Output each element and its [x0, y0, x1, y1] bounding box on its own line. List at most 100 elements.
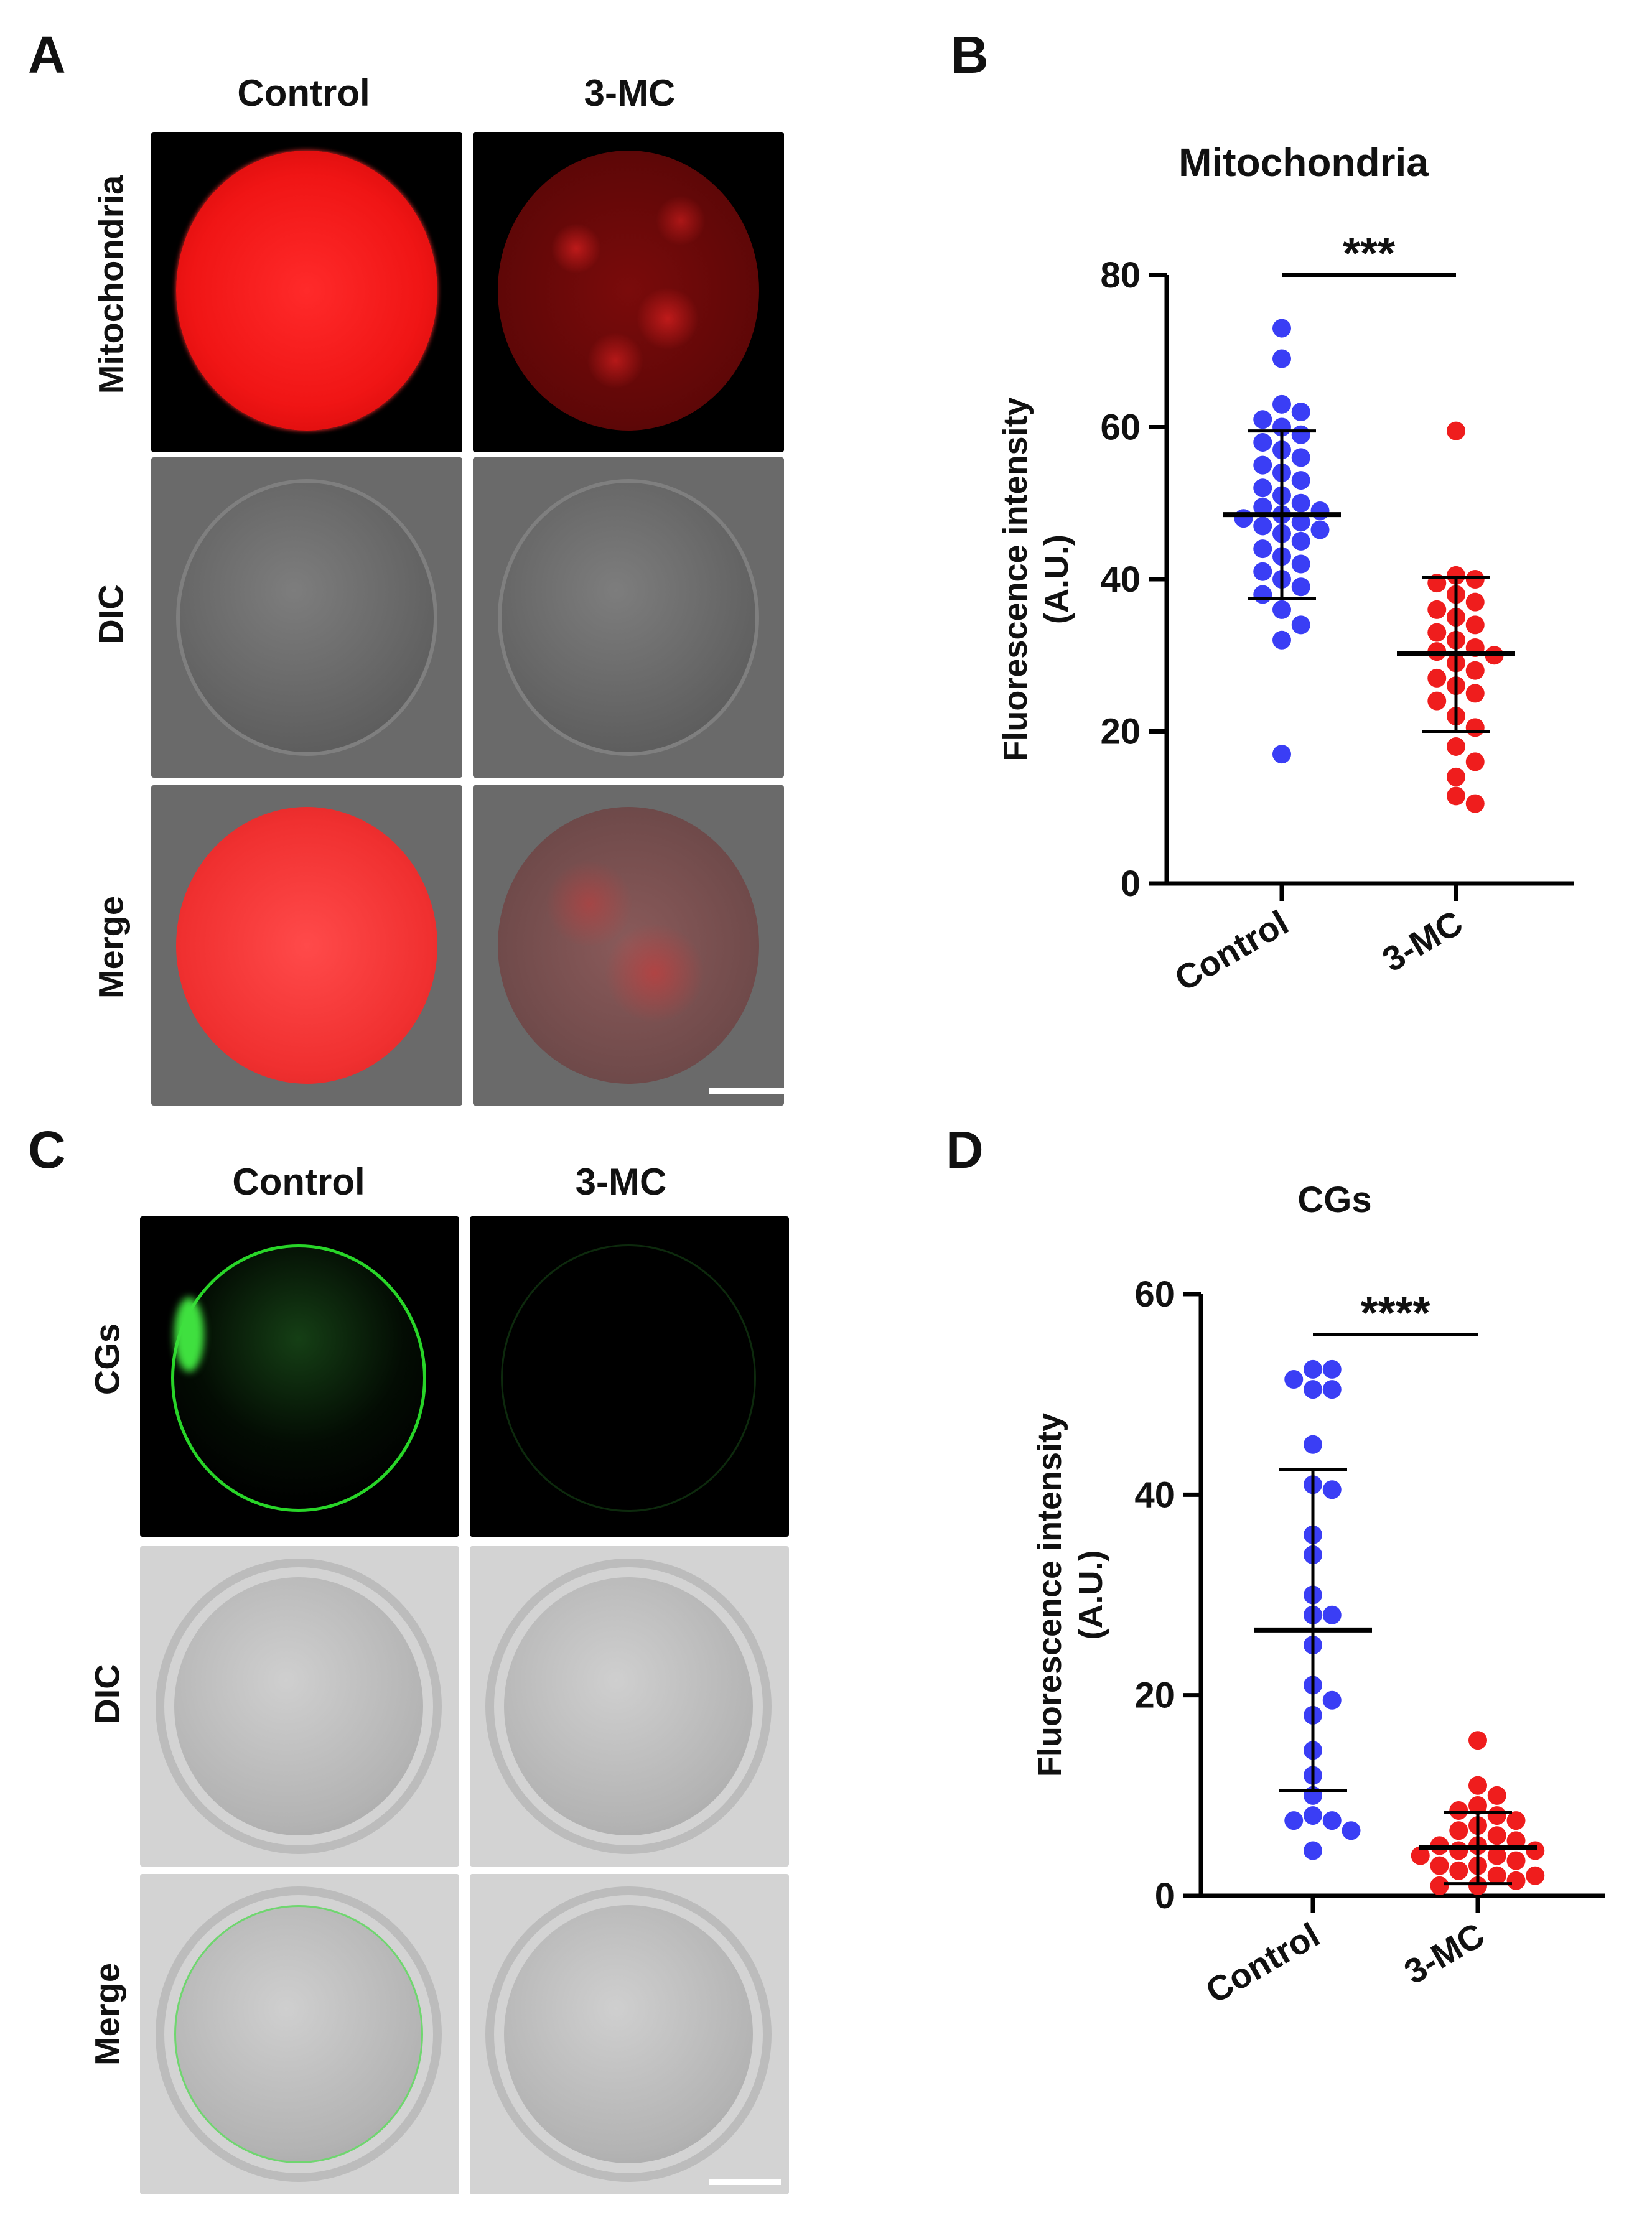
significance-stars: **** [1360, 1289, 1430, 1338]
data-point-treatment [1449, 1861, 1468, 1880]
data-point-control [1284, 1369, 1304, 1389]
data-point-control [1291, 554, 1310, 574]
micrograph-merge-control-c [140, 1874, 459, 2194]
data-point-treatment [1430, 1856, 1449, 1875]
micrograph-dic-3mc-a [473, 457, 784, 778]
data-point-treatment [1465, 615, 1485, 635]
data-point-treatment [1465, 752, 1485, 771]
data-point-control [1291, 425, 1310, 444]
data-point-control [1322, 1380, 1342, 1399]
panel-c-row-cgs: CGs [87, 1323, 127, 1396]
data-point-control [1253, 562, 1272, 581]
data-point-control [1253, 410, 1272, 429]
data-point-control [1322, 1811, 1342, 1830]
y-axis-label: Fluorescence intensity (A.U.) [997, 397, 1075, 761]
data-point-control [1234, 509, 1253, 528]
y-tick-label: 20 [1134, 1676, 1175, 1716]
data-point-control [1272, 349, 1291, 368]
data-point-control [1310, 501, 1330, 520]
oocyte-merge-control-a [176, 807, 437, 1084]
panel-c-column-control: Control [232, 1161, 365, 1203]
micrograph-mito-control [151, 132, 462, 452]
x-tick-label: Control [1168, 903, 1295, 999]
data-point-treatment [1427, 600, 1447, 619]
data-point-treatment [1449, 1841, 1468, 1860]
data-point-treatment [1487, 1826, 1506, 1845]
data-point-control [1322, 1359, 1342, 1379]
data-point-treatment [1447, 786, 1465, 806]
data-point-control [1272, 745, 1291, 764]
data-point-control [1253, 455, 1272, 475]
data-point-control [1304, 1359, 1322, 1379]
data-point-treatment [1526, 1841, 1545, 1860]
data-point-treatment [1447, 566, 1465, 585]
panel-a-column-3mc: 3-MC [584, 72, 676, 114]
y-tick-label: 0 [1121, 864, 1141, 904]
y-axis-label: Fluorescence intensity (A.U.) [1031, 1413, 1109, 1777]
data-point-control [1253, 585, 1272, 604]
data-point-control [1291, 577, 1310, 597]
data-point-control [1253, 516, 1272, 536]
data-point-control [1272, 600, 1291, 619]
data-point-treatment [1468, 1876, 1487, 1895]
y-tick-label: 40 [1100, 559, 1141, 600]
oocyte-dic-3mc-a [498, 479, 759, 756]
data-point-treatment [1487, 1806, 1506, 1825]
data-point-control [1291, 531, 1310, 551]
data-point-treatment [1465, 718, 1485, 737]
chart-b: Mitochondria 0 20 40 60 80 Control 3-MC Fluoresc… [997, 140, 1574, 999]
data-point-treatment [1447, 767, 1465, 786]
micrograph-mito-3mc [473, 132, 784, 452]
significance-stars: *** [1343, 229, 1395, 279]
data-point-treatment [1465, 684, 1485, 703]
oocyte-mito-3mc [498, 151, 759, 431]
y-tick-label: 40 [1134, 1475, 1175, 1515]
oocyte-cgs-control [171, 1244, 426, 1512]
data-point-treatment [1506, 1871, 1526, 1890]
data-point-treatment [1506, 1811, 1526, 1830]
data-point-control [1291, 448, 1310, 467]
data-point-control [1342, 1821, 1361, 1840]
data-point-treatment [1449, 1801, 1468, 1820]
data-point-control [1272, 394, 1291, 414]
data-point-control [1253, 539, 1272, 559]
data-point-control [1322, 1605, 1342, 1624]
panel-a-column-control: Control [237, 72, 370, 114]
panel-c-column-3mc: 3-MC [575, 1161, 667, 1203]
data-point-treatment [1427, 691, 1447, 711]
data-point-treatment [1447, 737, 1465, 756]
x-tick-label: 3-MC [1398, 1915, 1491, 1992]
data-point-treatment [1465, 794, 1485, 813]
panel-a-row-merge: Merge [91, 896, 131, 999]
data-point-treatment [1468, 1796, 1487, 1815]
oocyte-dic-control-c [174, 1577, 423, 1835]
data-point-control [1253, 478, 1272, 498]
oocyte-merge-3mc-a [498, 807, 759, 1084]
micrograph-dic-control-c [140, 1546, 459, 1867]
data-point-control [1304, 1380, 1322, 1399]
scale-bar-a [709, 1088, 784, 1094]
data-point-treatment [1411, 1846, 1430, 1865]
data-point-treatment [1447, 421, 1465, 440]
data-point-control [1291, 471, 1310, 490]
data-point-control [1253, 497, 1272, 516]
data-point-treatment [1487, 1866, 1506, 1885]
data-point-treatment [1506, 1851, 1526, 1870]
panel-a-row-dic: DIC [91, 584, 131, 645]
panel-letter-d: D [946, 1121, 984, 1179]
y-tick-label: 60 [1134, 1274, 1175, 1315]
oocyte-dic-control-a [176, 479, 437, 756]
oocyte-mito-control [176, 151, 437, 431]
data-point-treatment [1465, 661, 1485, 680]
oocyte-merge-3mc-c [504, 1905, 753, 2163]
panel-a-row-mitochondria: Mitochondria [91, 175, 131, 394]
data-point-control [1304, 1435, 1322, 1454]
cgs-cap-cluster [174, 1297, 204, 1372]
panel-letter-a: A [28, 26, 66, 84]
data-point-treatment [1465, 592, 1485, 612]
micrograph-cgs-3mc [470, 1216, 789, 1537]
data-point-control [1284, 1811, 1304, 1830]
panel-c-row-merge: Merge [87, 1963, 127, 2066]
data-point-treatment [1430, 1876, 1449, 1895]
y-tick-label: 60 [1100, 408, 1141, 448]
